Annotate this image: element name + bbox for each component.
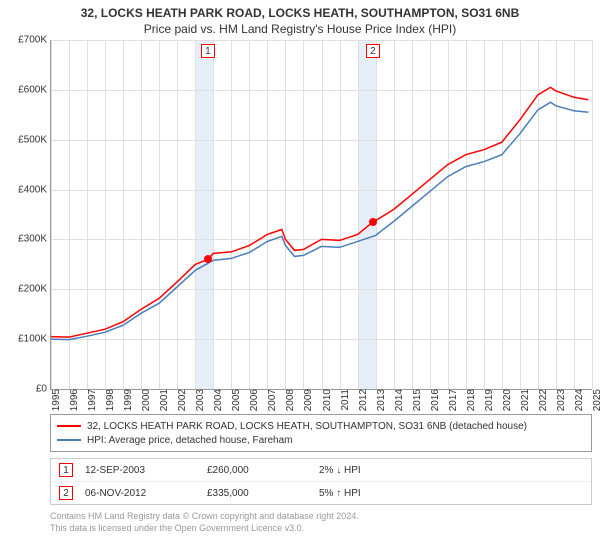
legend-item: HPI: Average price, detached house, Fare…: [57, 433, 585, 447]
x-tick-label: 2019: [484, 389, 488, 411]
y-tick-label: £400K: [1, 184, 47, 195]
x-tick-label: 2013: [376, 389, 380, 411]
attribution-footer: Contains HM Land Registry data © Crown c…: [50, 511, 592, 534]
chart-area: £0£100K£200K£300K£400K£500K£600K£700K199…: [50, 40, 592, 410]
x-tick-label: 2016: [430, 389, 434, 411]
legend-label: HPI: Average price, detached house, Fare…: [87, 435, 293, 446]
x-tick-label: 1999: [123, 389, 127, 411]
x-tick-label: 2010: [322, 389, 326, 411]
x-tick-label: 2018: [466, 389, 470, 411]
chart-container: 32, LOCKS HEATH PARK ROAD, LOCKS HEATH, …: [0, 0, 600, 560]
x-tick-label: 2009: [303, 389, 307, 411]
y-tick-label: £100K: [1, 334, 47, 345]
y-tick-label: £600K: [1, 84, 47, 95]
x-tick-label: 2015: [412, 389, 416, 411]
sale-marker-dot: [204, 255, 212, 263]
y-tick-label: £300K: [1, 234, 47, 245]
x-tick-label: 2003: [195, 389, 199, 411]
x-tick-label: 2024: [574, 389, 578, 411]
legend-label: 32, LOCKS HEATH PARK ROAD, LOCKS HEATH, …: [87, 421, 527, 432]
sale-delta: 5% ↑ HPI: [319, 488, 361, 499]
x-tick-label: 2001: [159, 389, 163, 411]
x-tick-label: 2000: [141, 389, 145, 411]
x-tick-label: 2006: [249, 389, 253, 411]
x-tick-label: 2025: [592, 389, 596, 411]
sale-price: £335,000: [207, 488, 307, 499]
sale-delta: 2% ↓ HPI: [319, 465, 361, 476]
plot-region: £0£100K£200K£300K£400K£500K£600K£700K199…: [50, 40, 592, 390]
x-gridline: [592, 40, 593, 389]
x-tick-label: 2012: [358, 389, 362, 411]
x-tick-label: 2022: [538, 389, 542, 411]
series-line-hpi: [51, 102, 588, 339]
x-tick-label: 2004: [213, 389, 217, 411]
x-tick-label: 2002: [177, 389, 181, 411]
sale-badge: 1: [59, 463, 73, 477]
legend-swatch: [57, 439, 81, 441]
x-tick-label: 2008: [285, 389, 289, 411]
sale-date: 12-SEP-2003: [85, 465, 195, 476]
sale-marker-badge: 1: [201, 44, 215, 58]
footer-line-1: Contains HM Land Registry data © Crown c…: [50, 511, 592, 523]
sale-price: £260,000: [207, 465, 307, 476]
x-tick-label: 1998: [105, 389, 109, 411]
legend: 32, LOCKS HEATH PARK ROAD, LOCKS HEATH, …: [50, 414, 592, 452]
x-tick-label: 1996: [69, 389, 73, 411]
x-tick-label: 2017: [448, 389, 452, 411]
x-tick-label: 1997: [87, 389, 91, 411]
x-tick-label: 2014: [394, 389, 398, 411]
chart-subtitle: Price paid vs. HM Land Registry's House …: [0, 20, 600, 40]
x-tick-label: 1995: [51, 389, 55, 411]
series-line-property: [51, 87, 588, 337]
x-tick-label: 2020: [502, 389, 506, 411]
y-tick-label: £200K: [1, 284, 47, 295]
x-tick-label: 2005: [231, 389, 235, 411]
y-tick-label: £700K: [1, 35, 47, 46]
sale-row: 2 06-NOV-2012 £335,000 5% ↑ HPI: [51, 481, 591, 504]
legend-item: 32, LOCKS HEATH PARK ROAD, LOCKS HEATH, …: [57, 419, 585, 433]
y-tick-label: £500K: [1, 134, 47, 145]
x-tick-label: 2021: [520, 389, 524, 411]
x-tick-label: 2007: [267, 389, 271, 411]
x-tick-label: 2023: [556, 389, 560, 411]
sales-table: 1 12-SEP-2003 £260,000 2% ↓ HPI 2 06-NOV-2012…: [50, 458, 592, 505]
y-tick-label: £0: [1, 384, 47, 395]
x-tick-label: 2011: [340, 389, 344, 411]
line-layer: [51, 40, 592, 389]
sale-marker-dot: [369, 218, 377, 226]
legend-swatch: [57, 425, 81, 427]
sale-row: 1 12-SEP-2003 £260,000 2% ↓ HPI: [51, 459, 591, 481]
sale-badge: 2: [59, 486, 73, 500]
sale-date: 06-NOV-2012: [85, 488, 195, 499]
chart-title: 32, LOCKS HEATH PARK ROAD, LOCKS HEATH, …: [0, 0, 600, 20]
footer-line-2: This data is licensed under the Open Gov…: [50, 523, 592, 535]
sale-marker-badge: 2: [366, 44, 380, 58]
